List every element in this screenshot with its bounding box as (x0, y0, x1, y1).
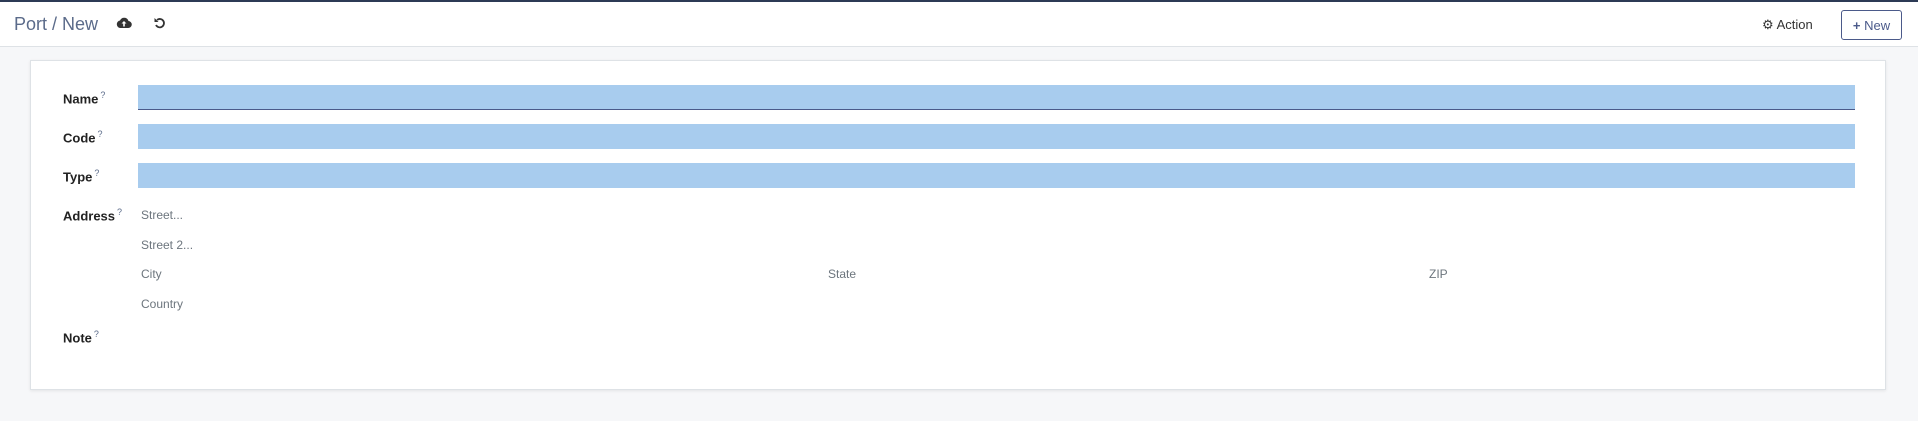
country-select[interactable]: Country (141, 297, 184, 311)
cloud-upload-icon[interactable] (116, 16, 132, 33)
street-input[interactable]: Street... (141, 208, 184, 222)
city-input[interactable]: City (141, 267, 162, 281)
address-label: Address? (63, 207, 123, 224)
code-label: Code? (63, 129, 103, 146)
state-select[interactable]: State (828, 267, 857, 281)
name-input[interactable] (138, 85, 1855, 110)
type-label: Type? (63, 168, 100, 185)
help-icon[interactable]: ? (94, 168, 100, 178)
control-panel: Port / New ⚙ Action + New (0, 2, 1918, 47)
help-icon[interactable]: ? (93, 329, 99, 339)
undo-icon[interactable] (153, 16, 167, 33)
action-label: Action (1776, 17, 1813, 32)
help-icon[interactable]: ? (100, 90, 106, 100)
street2-input[interactable]: Street 2... (141, 238, 194, 252)
help-icon[interactable]: ? (117, 207, 123, 217)
zip-input[interactable]: ZIP (1429, 267, 1448, 281)
new-label: New (1864, 17, 1891, 33)
name-label: Name? (63, 90, 106, 107)
note-label: Note? (63, 329, 99, 346)
type-select[interactable] (138, 163, 1855, 188)
help-icon[interactable]: ? (97, 129, 103, 139)
gear-icon: ⚙ (1762, 17, 1774, 32)
breadcrumb[interactable]: Port / New (14, 14, 99, 34)
code-input[interactable] (138, 124, 1855, 149)
action-menu-button[interactable]: ⚙ Action (1762, 17, 1813, 33)
new-button[interactable]: + New (1841, 10, 1902, 40)
note-input[interactable] (138, 323, 1855, 353)
top-border (0, 0, 1918, 2)
form-sheet: Name? Code? Type? Address? Street... Str… (30, 60, 1886, 390)
plus-icon: + (1852, 17, 1861, 33)
